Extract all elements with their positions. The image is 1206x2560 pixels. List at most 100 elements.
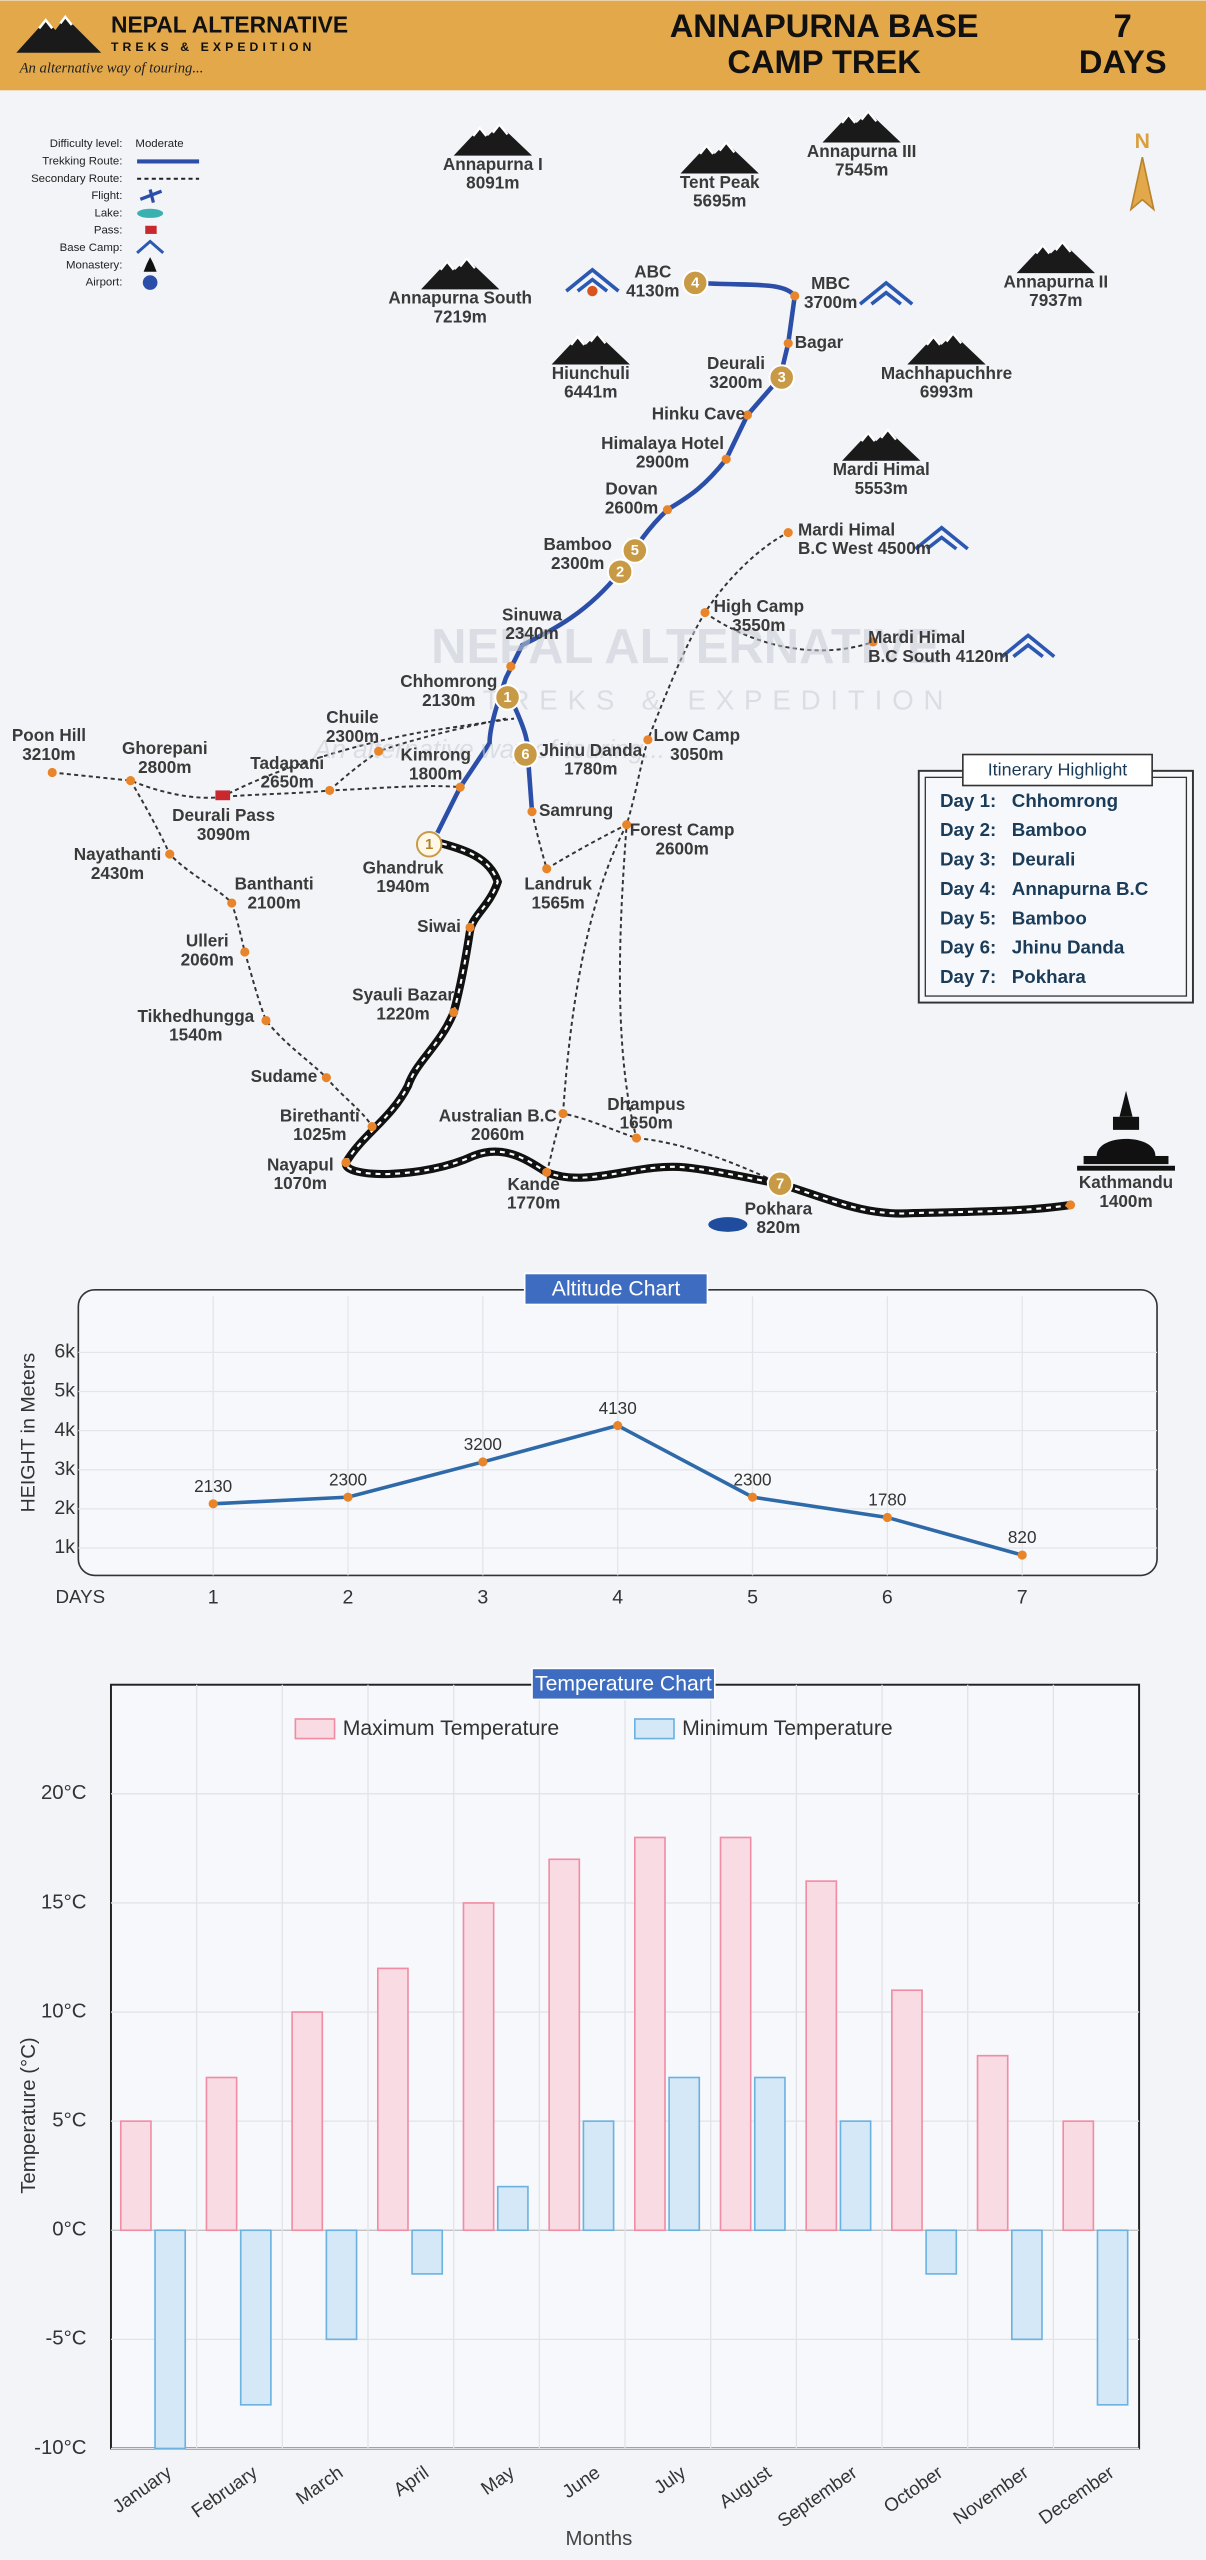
itinerary-day: Day 1: — [940, 790, 996, 811]
days-label: DAYS — [1079, 43, 1167, 80]
altitude-point — [1017, 1550, 1027, 1560]
place-dot — [721, 454, 731, 464]
bar — [976, 2054, 1009, 2232]
peak-label: 5553m — [855, 478, 908, 498]
place-dot — [662, 505, 673, 515]
place-dot — [868, 637, 878, 647]
bar — [582, 2120, 615, 2232]
compass-arrow — [1129, 157, 1156, 212]
bar — [325, 2229, 358, 2341]
legend-label: Maximum Temperature — [343, 1717, 559, 1740]
place-label: Mardi Himal — [798, 519, 895, 539]
place-label: Nayapul — [267, 1154, 334, 1174]
place-label: 2900m — [636, 452, 689, 472]
day-marker — [512, 741, 539, 768]
legend-label: Monastery: — [66, 259, 122, 271]
y-tick-label: 1k — [54, 1536, 75, 1558]
place-label: Deurali Pass — [172, 805, 275, 825]
place-dot — [542, 1167, 552, 1177]
peak-snow — [1035, 240, 1072, 255]
peak-label: Machhapuchhre — [881, 363, 1012, 383]
peak-icon — [453, 124, 533, 156]
place-label: B.C South 4120m — [868, 646, 1009, 666]
place-label: Jhinu Danda — [539, 740, 642, 760]
bar — [1010, 2229, 1043, 2341]
peak-snow — [926, 331, 963, 346]
y-tick-label: 20°C — [41, 1782, 87, 1804]
place-dot — [742, 410, 752, 420]
place-label: Kimrong — [401, 745, 471, 765]
base-camp-icon — [565, 267, 620, 293]
place-label: 2300m — [326, 726, 379, 746]
altitude-point — [208, 1499, 218, 1509]
place-label: 820m — [757, 1217, 801, 1237]
peak-label: 6441m — [564, 382, 617, 402]
place-label: 1400m — [1099, 1191, 1152, 1211]
secondary-route — [52, 771, 461, 799]
tagline: An alternative way of touring... — [19, 60, 204, 76]
peak-label: 7937m — [1029, 290, 1082, 310]
legend-label: Lake: — [94, 207, 122, 219]
place-label: 1800m — [409, 763, 462, 783]
peak-snow — [570, 331, 607, 346]
place-label: 2060m — [181, 949, 234, 969]
watermark: NEPAL ALTERNATIVE — [431, 620, 939, 674]
day-marker-label: 7 — [776, 1176, 784, 1192]
bar — [839, 2120, 872, 2232]
peak-label: Hiunchuli — [552, 363, 630, 383]
chart-title-box — [523, 1272, 709, 1306]
legend-monastery — [143, 257, 157, 272]
place-label: 2300m — [551, 553, 604, 573]
place-label: 4130m — [626, 280, 679, 300]
bar — [891, 1989, 923, 2232]
peak-snow — [841, 109, 878, 124]
chart-title: Altitude Chart — [552, 1277, 681, 1300]
itinerary-day: Day 4: — [940, 878, 996, 899]
peak-snow — [699, 140, 736, 155]
brand: NEPAL ALTERNATIVE — [111, 12, 348, 38]
altitude-point — [478, 1457, 488, 1467]
place-dot — [325, 785, 335, 795]
chart-title-box — [531, 1667, 716, 1701]
place-label: 1650m — [620, 1113, 673, 1133]
x-axis-label: Months — [566, 2528, 633, 2550]
itinerary-title-box — [962, 753, 1153, 787]
y-axis-label: HEIGHT in Meters — [18, 1353, 40, 1513]
place-dot — [527, 807, 537, 817]
place-dot — [367, 1122, 377, 1132]
day-marker — [768, 364, 795, 391]
data-label: 2300 — [329, 1469, 367, 1489]
stupa-dome — [1096, 1138, 1156, 1156]
day-marker-label: 3 — [778, 370, 786, 386]
x-tick-label: 2 — [343, 1586, 354, 1608]
place-label: 3210m — [22, 744, 75, 764]
place-label: Mardi Himal — [868, 627, 965, 647]
place-dot — [542, 864, 552, 874]
logo — [16, 16, 102, 53]
place-label: Chhomrong — [400, 671, 497, 691]
day-marker — [415, 831, 443, 858]
itinerary-place: Chhomrong — [1012, 790, 1118, 811]
y-tick-label: 6k — [54, 1341, 75, 1363]
bar — [753, 2076, 786, 2232]
itinerary-place: Pokhara — [1012, 966, 1087, 987]
legend-label: Base Camp: — [60, 242, 123, 254]
place-dot — [790, 291, 800, 301]
bar — [1096, 2229, 1129, 2406]
y-tick-label: 4k — [54, 1419, 75, 1441]
place-label: Tikhedhungga — [137, 1006, 254, 1026]
legend-label: Pass: — [94, 225, 123, 237]
peak-label: 6993m — [920, 382, 973, 402]
peak-icon — [907, 333, 986, 365]
base-camp-icon — [858, 280, 914, 306]
bar — [719, 1836, 752, 2232]
legend-label: Minimum Temperature — [682, 1717, 893, 1740]
place-dot — [558, 1108, 568, 1119]
place-label: Banthanti — [235, 874, 314, 894]
day-marker-label: 4 — [691, 276, 700, 292]
peak-label: Annapurna South — [388, 288, 532, 308]
day-marker — [606, 558, 634, 585]
place-label: 3200m — [709, 372, 762, 392]
place-label: Landruk — [524, 874, 592, 894]
